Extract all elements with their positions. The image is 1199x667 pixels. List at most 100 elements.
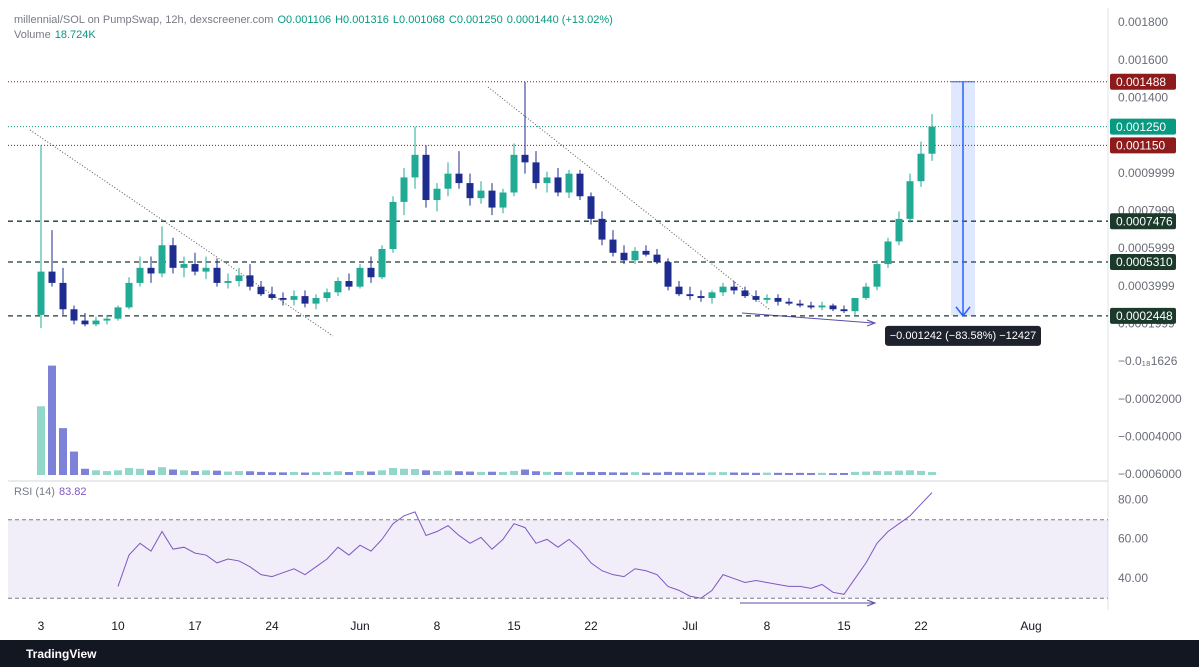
divergence-line xyxy=(741,312,874,324)
candle-body xyxy=(191,264,199,272)
volume-bar xyxy=(510,470,518,475)
candle-body xyxy=(422,154,430,201)
chart: 0.0018000.0016000.0014000.00099990.00079… xyxy=(8,8,1182,633)
price-label-box xyxy=(1110,307,1176,324)
candle-body xyxy=(400,177,408,202)
candle-body xyxy=(257,286,265,295)
volume-bar xyxy=(411,469,419,475)
volume-bar xyxy=(257,471,265,475)
volume-bar xyxy=(246,471,254,475)
candle-body xyxy=(510,154,518,193)
volume-bar xyxy=(532,471,540,475)
volume-bar xyxy=(543,471,551,475)
candle-body xyxy=(906,181,914,219)
candle-body xyxy=(752,296,760,300)
y-tick-label: 0.001800 xyxy=(1118,15,1168,29)
volume-bar xyxy=(334,471,342,475)
candle-body xyxy=(697,296,705,298)
candle-body xyxy=(268,294,276,298)
candle-body xyxy=(147,267,155,274)
rsi-value: 83.82 xyxy=(58,486,87,498)
candle-body xyxy=(653,254,661,263)
candle-body xyxy=(532,162,540,184)
volume-bar xyxy=(818,472,826,475)
volume-bar xyxy=(565,471,573,475)
candle-body xyxy=(609,239,617,253)
x-tick-label: Aug xyxy=(1020,619,1041,633)
candle-body xyxy=(213,267,221,283)
volume-bar xyxy=(191,471,199,475)
candle-body xyxy=(92,320,100,325)
x-tick-label: 3 xyxy=(38,619,45,633)
volume-bar xyxy=(290,472,298,475)
volume-bar xyxy=(807,472,815,475)
price-label: 0.0002448 xyxy=(1116,309,1173,323)
volume-bar xyxy=(587,471,595,475)
volume-bar xyxy=(796,472,804,475)
volume-bar xyxy=(686,472,694,475)
candle-body xyxy=(433,188,441,201)
candle-body xyxy=(466,183,474,199)
candle-body xyxy=(202,267,210,272)
volume-bar xyxy=(829,473,837,475)
price-label-box xyxy=(1110,253,1176,270)
volume-bar xyxy=(664,471,672,475)
candle-body xyxy=(103,318,111,321)
volume-bar xyxy=(774,472,782,475)
volume-bar xyxy=(301,472,309,475)
candle-body xyxy=(829,305,837,310)
rsi-tick-label: 40.00 xyxy=(1118,571,1148,585)
candle-body xyxy=(180,264,188,268)
volume-bar xyxy=(917,470,925,475)
candle-body xyxy=(356,267,364,287)
candle-body xyxy=(290,296,298,300)
volume-bar xyxy=(873,470,881,475)
ohlc-high: H0.001316 xyxy=(335,14,389,26)
volume-value: 18.724K xyxy=(54,29,96,41)
volume-bar xyxy=(785,472,793,475)
candle-body xyxy=(917,153,925,182)
volume-bar xyxy=(37,406,45,475)
volume-bar xyxy=(378,470,386,475)
x-tick-label: Jun xyxy=(350,619,369,633)
candle-body xyxy=(664,262,672,287)
footer: TradingView xyxy=(0,640,1199,667)
candle-body xyxy=(378,249,386,278)
measure-arrowhead xyxy=(955,306,971,318)
volume-bar xyxy=(609,472,617,475)
trend-line xyxy=(487,86,771,311)
candle-body xyxy=(169,245,177,268)
candle-body xyxy=(323,292,331,298)
candle-body xyxy=(576,173,584,197)
x-tick-label: 10 xyxy=(111,619,125,633)
candle-body xyxy=(477,190,485,199)
symbol-title: millennial/SOL on PumpSwap, 12h, dexscre… xyxy=(14,14,274,26)
price-label-box xyxy=(1110,118,1176,135)
volume-bar xyxy=(653,472,661,475)
volume-bar xyxy=(697,472,705,475)
volume-bar xyxy=(279,472,287,475)
ohlc-close: C0.001250 xyxy=(448,14,503,26)
volume-bar xyxy=(81,468,89,475)
volume-bar xyxy=(92,470,100,475)
price-label: 0.001250 xyxy=(1116,120,1166,134)
volume-bar xyxy=(312,472,320,475)
volume-bar xyxy=(202,470,210,475)
measure-label: −0.001242 (−83.58%) −12427 xyxy=(890,330,1037,342)
candle-body xyxy=(708,292,716,298)
candle-body xyxy=(851,297,859,312)
candle-body xyxy=(554,177,562,193)
volume-bar xyxy=(147,470,155,475)
candle-body xyxy=(785,301,793,304)
volume-bar xyxy=(719,472,727,475)
candle-body xyxy=(158,245,166,274)
trend-line xyxy=(29,129,334,337)
volume-bar xyxy=(70,451,78,475)
candle-body xyxy=(312,297,320,304)
x-tick-label: 22 xyxy=(914,619,928,633)
volume-bar xyxy=(521,469,529,475)
candle-body xyxy=(59,282,67,310)
candle-body xyxy=(301,296,309,304)
y-tick-label: 0.001600 xyxy=(1118,53,1168,67)
